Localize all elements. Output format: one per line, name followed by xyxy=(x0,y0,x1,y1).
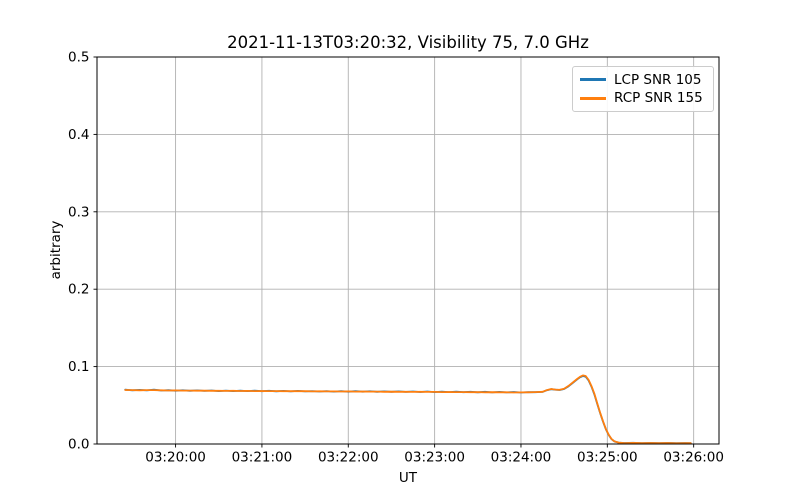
x-tick-label: 03:21:00 xyxy=(232,450,293,466)
y-tick-label: 0.4 xyxy=(68,127,89,143)
y-tick-label: 0.0 xyxy=(68,437,89,453)
plot-title: 2021-11-13T03:20:32, Visibility 75, 7.0 … xyxy=(227,33,589,52)
legend-item-lcp: LCP SNR 105 xyxy=(580,72,706,88)
x-tick-label: 03:23:00 xyxy=(404,450,465,466)
x-tick-label: 03:22:00 xyxy=(318,450,379,466)
legend: LCP SNR 105 RCP SNR 155 xyxy=(572,66,714,112)
x-tick-label: 03:20:00 xyxy=(145,450,206,466)
lcp-line-swatch xyxy=(580,78,606,82)
y-tick-label: 0.2 xyxy=(68,282,89,298)
y-tick-label: 0.5 xyxy=(68,50,89,66)
x-tick-label: 03:26:00 xyxy=(663,450,724,466)
y-tick-label: 0.1 xyxy=(68,359,89,375)
legend-item-rcp: RCP SNR 155 xyxy=(580,90,706,106)
legend-label-rcp: RCP SNR 155 xyxy=(614,90,703,107)
x-tick-label: 03:24:00 xyxy=(491,450,552,466)
series-line-rcp xyxy=(124,374,692,445)
rcp-line-swatch xyxy=(580,96,606,100)
series-line-lcp xyxy=(124,375,692,445)
legend-label-lcp: LCP SNR 105 xyxy=(614,71,702,88)
y-tick-label: 0.3 xyxy=(68,204,89,220)
plot-border xyxy=(96,56,720,445)
x-tick-label: 03:25:00 xyxy=(577,450,638,466)
x-axis-label: UT xyxy=(398,470,418,486)
